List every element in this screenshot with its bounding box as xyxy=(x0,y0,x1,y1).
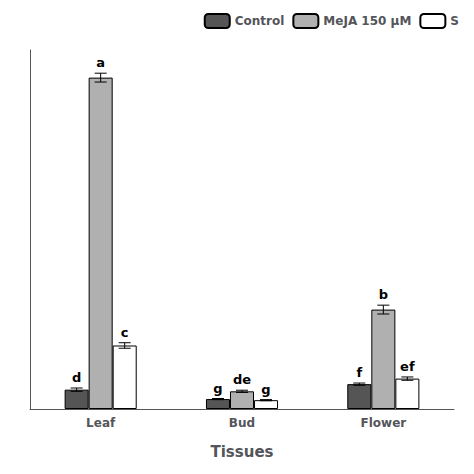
svg-text:de: de xyxy=(233,372,251,387)
svg-text:f: f xyxy=(356,365,362,380)
svg-text:S: S xyxy=(450,14,459,28)
svg-text:g: g xyxy=(261,382,270,397)
svg-text:Tissues: Tissues xyxy=(210,443,273,461)
svg-text:g: g xyxy=(213,381,222,396)
svg-text:d: d xyxy=(72,370,81,385)
svg-text:Bud: Bud xyxy=(229,416,255,430)
svg-text:a: a xyxy=(96,55,105,70)
svg-text:b: b xyxy=(379,287,388,302)
svg-text:Flower: Flower xyxy=(360,416,406,430)
svg-text:ef: ef xyxy=(400,359,415,374)
svg-text:MeJA 150 μM: MeJA 150 μM xyxy=(323,14,411,28)
svg-text:c: c xyxy=(121,325,129,340)
svg-text:Leaf: Leaf xyxy=(86,416,116,430)
svg-text:Control: Control xyxy=(235,14,285,28)
